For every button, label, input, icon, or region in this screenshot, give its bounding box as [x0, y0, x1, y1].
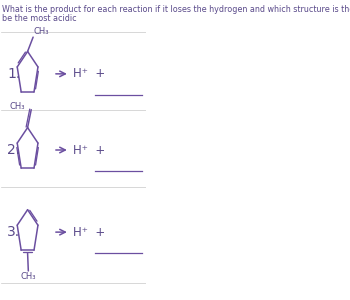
Text: H⁺  +: H⁺ + [74, 143, 106, 157]
Text: H⁺  +: H⁺ + [74, 68, 106, 80]
Text: CH₃: CH₃ [21, 272, 36, 281]
Text: 1.: 1. [7, 67, 21, 81]
Text: CH₃: CH₃ [34, 27, 49, 36]
Text: H⁺  +: H⁺ + [74, 226, 106, 238]
Text: 3.: 3. [7, 225, 20, 239]
Text: What is the product for each reaction if it loses the hydrogen and which structu: What is the product for each reaction if… [2, 5, 350, 14]
Text: 2.: 2. [7, 143, 20, 157]
Text: be the most acidic: be the most acidic [2, 14, 77, 23]
Text: CH₃: CH₃ [9, 102, 25, 111]
